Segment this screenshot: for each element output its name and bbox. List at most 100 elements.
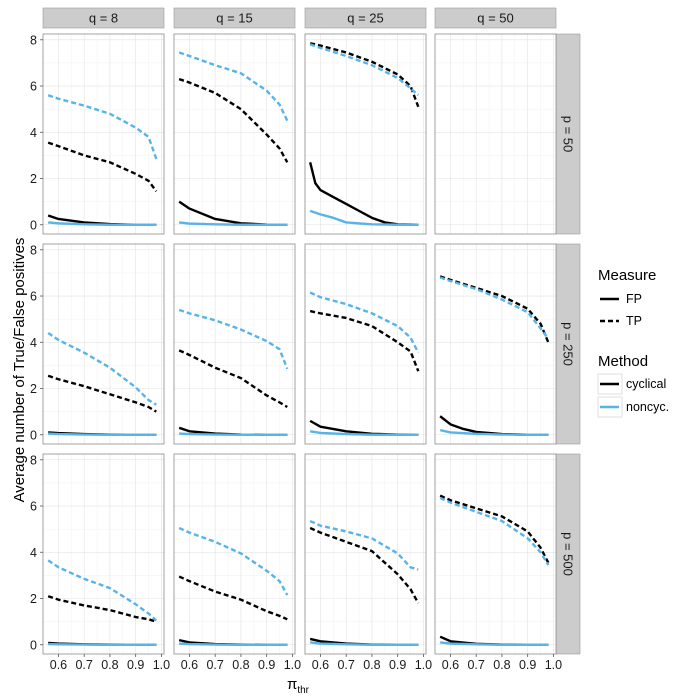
series-line-fp-noncyc (309, 430, 419, 436)
col-strip-label: q = 8 (89, 11, 118, 26)
y-tick-label: 6 (30, 500, 37, 514)
legend-measure-title: Measure (598, 267, 656, 284)
series-line-tp-cyclical (309, 309, 420, 372)
panel-border (42, 453, 165, 655)
series-line-fp-noncyc (179, 432, 288, 436)
panel-border (173, 243, 296, 445)
legend-method-title: Method (598, 353, 648, 370)
y-tick-label: 6 (30, 290, 37, 304)
series-line-tp-noncyc (47, 559, 158, 622)
col-strip (42, 7, 165, 29)
row-strip-label: p = 50 (561, 116, 576, 153)
x-tick-label: 0.8 (101, 658, 118, 672)
panel-p=500-q=8 (42, 453, 165, 655)
panel-p=250-q=25 (304, 243, 427, 445)
panel-p=500-q=25 (304, 453, 427, 655)
col-strip (434, 7, 557, 29)
series-line-tp-cyclical (309, 526, 420, 604)
x-tick-label: 0.9 (519, 658, 536, 672)
panel-background (43, 244, 164, 444)
series-line-tp-noncyc (309, 519, 419, 571)
series-line-tp-cyclical (309, 42, 420, 108)
x-tick-label: 0.8 (493, 658, 510, 672)
series-line-tp-cyclical (178, 349, 288, 409)
panel-background (435, 454, 556, 654)
series-line-fp-cyclical (308, 162, 419, 226)
row-strip (555, 33, 581, 235)
series-line-fp-noncyc (440, 641, 549, 646)
x-tick-label: 0.9 (389, 658, 406, 672)
x-tick-label: 0.7 (75, 658, 92, 672)
legend-fp-label: FP (626, 292, 642, 306)
panel-p=500-q=50 (434, 453, 557, 655)
series-line-fp-noncyc (179, 221, 288, 226)
panel-border (304, 243, 427, 445)
series-line-tp-cyclical (178, 77, 289, 163)
series-line-fp-noncyc (48, 221, 157, 226)
y-tick-label: 4 (30, 336, 37, 350)
panel-background (305, 34, 426, 234)
y-tick-label: 4 (30, 126, 37, 140)
series-line-tp-noncyc (439, 276, 550, 340)
panel-p=500-q=15 (173, 453, 296, 655)
x-tick-label: 0.7 (467, 658, 484, 672)
series-line-tp-cyclical (47, 141, 158, 192)
legend-tp-label: TP (626, 314, 642, 328)
row-strip (555, 243, 581, 445)
legend: Measure FP TP Method cyclical noncyc. (597, 267, 669, 418)
panel-p=50-q=15 (173, 33, 296, 235)
series-line-fp-noncyc (310, 641, 419, 646)
x-tick-label: 1.0 (545, 658, 562, 672)
panel-p=50-q=50 (434, 33, 557, 235)
x-tick-label: 0.7 (206, 658, 223, 672)
series-line-fp-noncyc (309, 209, 419, 226)
series-line-tp-noncyc (47, 94, 158, 160)
panel-background (174, 244, 295, 444)
x-tick-label: 0.7 (337, 658, 354, 672)
series-line-fp-noncyc (48, 642, 157, 646)
panel-background (174, 34, 295, 234)
series-line-tp-noncyc (47, 332, 157, 406)
panel-grid: q = 8 q = 15 q = 25 q = 50 p = 50 p = 250 p = … (42, 7, 581, 655)
series-line-tp-cyclical (47, 595, 157, 623)
x-axis-ticks: 0.6 0.7 0.8 0.9 1.0 0.6 0.7 0.8 0.9 1.0 0.6 0.7 0.8 0… (50, 654, 562, 672)
y-axis-title: Average number of True/False positives (11, 238, 28, 503)
panel-p=250-q=50 (434, 243, 557, 445)
y-tick-label: 0 (30, 218, 37, 232)
row-strip-label: p = 500 (561, 532, 576, 576)
x-tick-label: 0.6 (312, 658, 329, 672)
x-tick-label: 0.6 (181, 658, 198, 672)
panel-border (434, 243, 557, 445)
y-tick-label: 6 (30, 80, 37, 94)
y-tick-label: 2 (30, 382, 37, 396)
y-tick-label: 2 (30, 172, 37, 186)
y-tick-label: 8 (30, 453, 37, 467)
panel-border (304, 33, 427, 235)
x-axis-title-symbol: π (287, 676, 297, 693)
y-tick-label: 4 (30, 546, 37, 560)
panel-background (174, 454, 295, 654)
panel-p=250-q=15 (173, 243, 296, 445)
y-tick-label: 8 (30, 243, 37, 257)
panel-border (173, 453, 296, 655)
x-tick-label: 0.9 (258, 658, 275, 672)
y-axis-ticks: 0 2 4 6 8 0 2 4 6 8 0 2 4 6 8 (30, 33, 43, 652)
series-line-tp-noncyc (309, 43, 420, 97)
x-tick-label: 0.9 (127, 658, 144, 672)
legend-noncyc-label: noncyc. (626, 400, 669, 414)
panel-border (434, 33, 557, 235)
x-tick-label: 0.8 (363, 658, 380, 672)
panel-border (173, 33, 296, 235)
y-tick-label: 0 (30, 638, 37, 652)
x-tick-label: 0.6 (50, 658, 67, 672)
y-tick-label: 2 (30, 592, 37, 606)
panel-border (304, 453, 427, 655)
series-line-tp-cyclical (439, 494, 550, 564)
x-tick-label: 1.0 (415, 658, 432, 672)
x-tick-label: 0.6 (442, 658, 459, 672)
panel-border (42, 243, 165, 445)
x-tick-label: 0.8 (232, 658, 249, 672)
panel-background (43, 454, 164, 654)
panel-border (42, 33, 165, 235)
panel-background (435, 244, 556, 444)
